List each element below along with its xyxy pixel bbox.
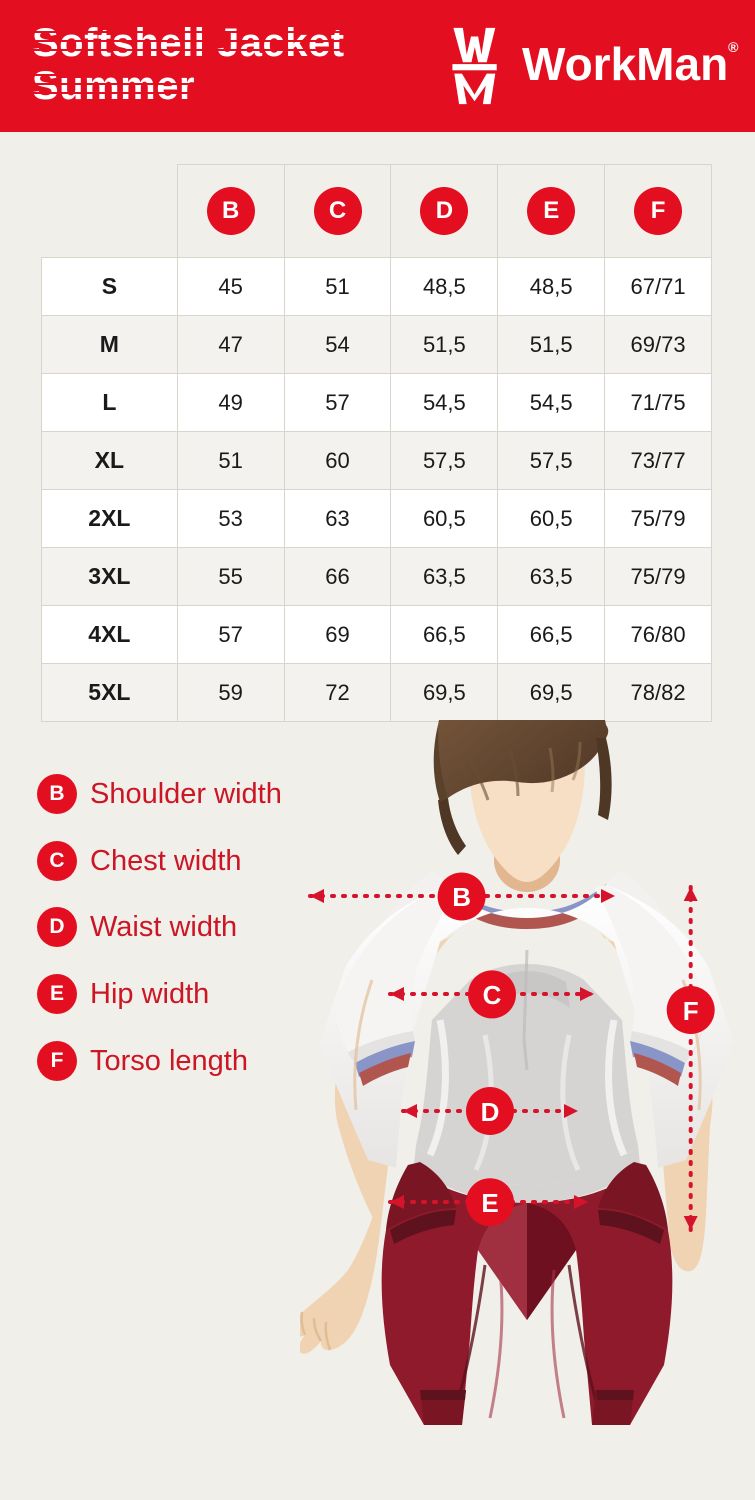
svg-text:B: B <box>452 882 471 912</box>
svg-text:F: F <box>683 996 699 1026</box>
svg-text:D: D <box>481 1097 500 1127</box>
svg-text:C: C <box>483 980 502 1010</box>
svg-text:E: E <box>481 1188 498 1218</box>
